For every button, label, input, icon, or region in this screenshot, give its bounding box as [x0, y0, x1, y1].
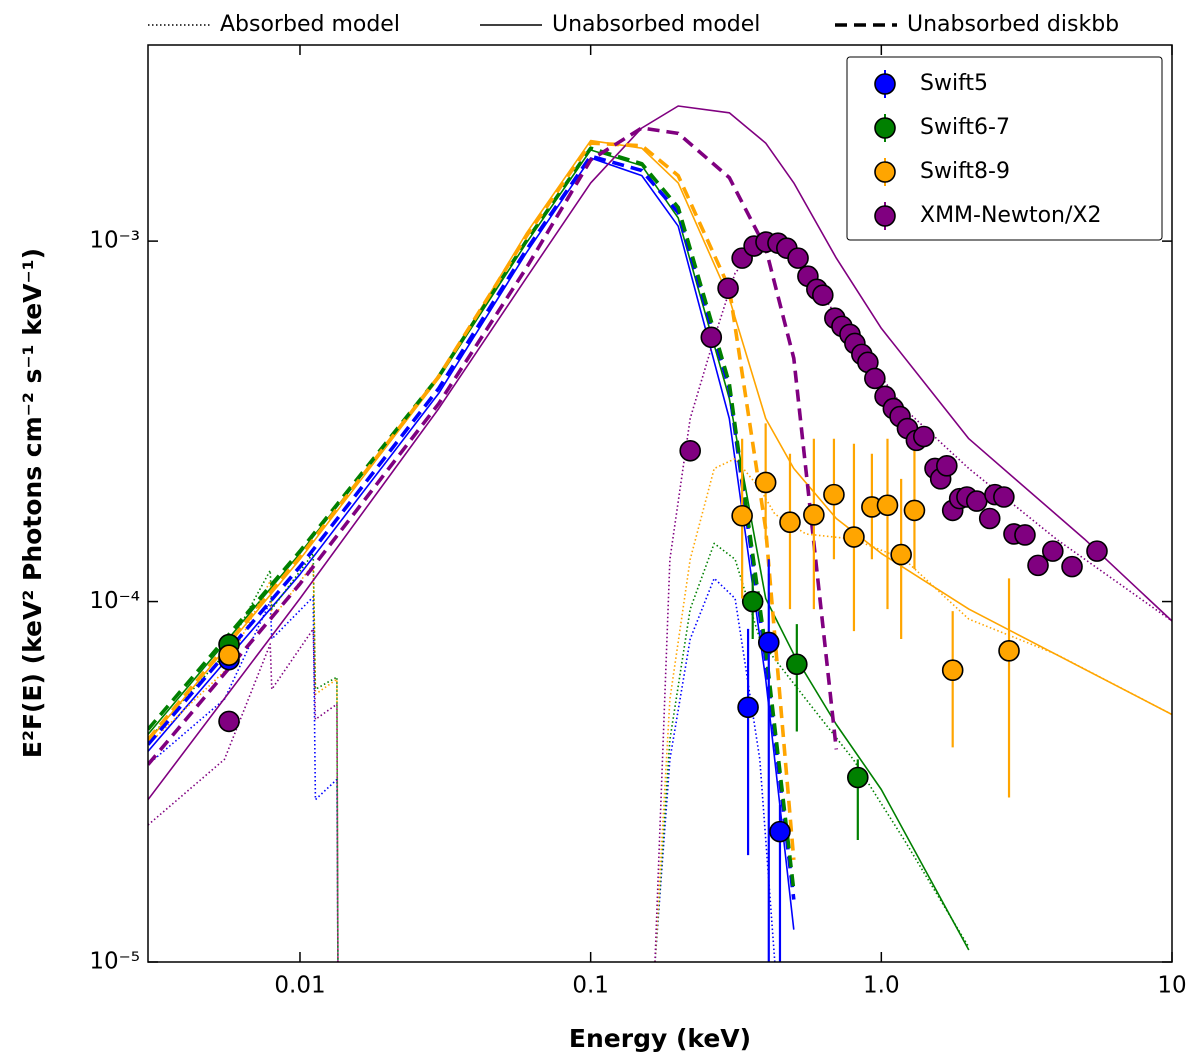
x-tick-label: 10 — [1157, 973, 1186, 999]
y-tick-label: 10⁻³ — [89, 228, 140, 254]
model-diskbb — [148, 146, 796, 891]
data-point — [864, 367, 886, 390]
model-absorbed — [148, 577, 776, 962]
x-axis-label: Energy (keV) — [569, 1024, 751, 1053]
x-tick-label: 0.01 — [274, 973, 325, 999]
data-point — [876, 494, 899, 517]
x-tick-label: 0.1 — [572, 973, 609, 999]
legend-label: Unabsorbed diskbb — [907, 12, 1119, 37]
data-point — [903, 499, 926, 522]
data-point — [847, 766, 869, 789]
data-point — [787, 247, 809, 269]
data-point — [993, 486, 1015, 508]
data-point — [731, 504, 753, 527]
data-point — [812, 284, 834, 306]
model-diskbb — [148, 126, 839, 766]
legend-marker — [874, 117, 896, 139]
data-point — [998, 640, 1020, 662]
data-point — [754, 471, 777, 494]
data-point — [1061, 555, 1083, 578]
data-point — [823, 483, 845, 506]
model-diskbb — [148, 154, 796, 900]
data-point — [1086, 540, 1108, 562]
data-point — [779, 511, 801, 534]
legend-marker — [874, 73, 896, 95]
model-absorbed — [148, 457, 1172, 962]
axes-frame — [147, 44, 1173, 963]
y-axis-label: E²F(E) (keV² Photons cm⁻² s⁻¹ keV⁻¹) — [18, 248, 47, 758]
model-unabsorbed — [148, 149, 970, 951]
model-absorbed — [148, 242, 1172, 962]
model-diskbb — [148, 141, 796, 861]
data-point — [965, 490, 988, 512]
data-point — [843, 526, 865, 548]
data-point — [941, 659, 964, 681]
legend-label: XMM-Newton/X2 — [920, 203, 1101, 228]
legend-label: Swift6-7 — [920, 115, 1010, 140]
legend-marker — [874, 205, 896, 227]
data-point — [218, 644, 240, 666]
data-point — [1014, 524, 1036, 546]
data-point — [769, 820, 791, 843]
model-unabsorbed — [148, 157, 795, 930]
model-unabsorbed — [148, 105, 1172, 801]
data-point — [700, 326, 723, 349]
legend-label: Absorbed model — [220, 12, 400, 37]
data-point — [679, 439, 701, 462]
data-point — [717, 277, 739, 300]
data-point — [757, 631, 780, 654]
legend-marker — [874, 161, 896, 183]
data-point — [978, 507, 1001, 530]
data-point — [1027, 554, 1049, 577]
data-point — [890, 543, 912, 566]
data-point — [803, 504, 825, 526]
data-point — [913, 425, 935, 448]
plot-area — [148, 105, 1172, 962]
data-point — [737, 696, 759, 719]
y-tick-label: 10⁻⁵ — [89, 949, 140, 975]
legend-label: Swift8-9 — [920, 159, 1010, 184]
legend-box — [846, 56, 1163, 241]
data-point — [218, 710, 240, 733]
legend-label: Unabsorbed model — [552, 12, 760, 37]
data-point — [1042, 540, 1064, 562]
data-point — [786, 653, 808, 676]
x-tick-label: 1.0 — [863, 973, 900, 999]
y-tick-label: 10⁻⁴ — [89, 588, 140, 614]
legend-label: Swift5 — [920, 71, 988, 96]
data-point — [936, 455, 958, 477]
data-point — [741, 590, 764, 613]
